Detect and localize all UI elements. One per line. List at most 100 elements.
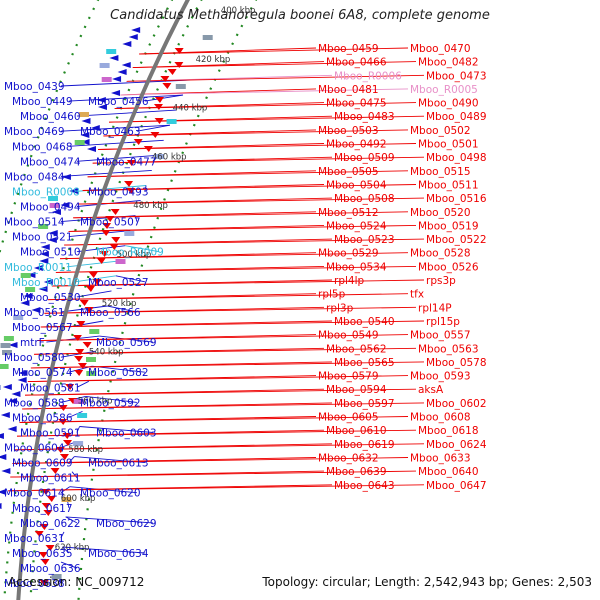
forward-gene-arrow [124, 181, 134, 187]
gene-label: Mboo_0528 [410, 248, 471, 260]
kbp-tick-label: 460 kbp [152, 152, 187, 162]
gene-label: Mboo_0597 [334, 398, 395, 410]
leader-line [60, 350, 96, 358]
leader-line [60, 169, 152, 177]
forward-gene-arrow [74, 356, 84, 362]
feature-block [79, 112, 89, 117]
gene-label: Mboo_0468 [12, 141, 73, 153]
feature-block [20, 273, 31, 278]
leader-line [136, 124, 170, 132]
leader-line [30, 361, 425, 369]
gene-label: Mboo_0578 [426, 357, 487, 369]
reverse-gene-arrow [81, 118, 91, 124]
leader-line [55, 265, 417, 273]
forward-gene-arrow [88, 272, 98, 278]
leader-line [65, 516, 153, 524]
gene-label: Mboo_R0005 [410, 84, 478, 96]
gene-label: Mboo_0567 [12, 322, 73, 334]
kbp-tick-label: 420 kbp [196, 55, 231, 65]
leader-line [79, 426, 153, 433]
leader-line [68, 230, 131, 238]
gene-label: Mboo_0474 [20, 156, 81, 168]
forward-gene-arrow [58, 405, 68, 411]
reverse-gene-arrow [1, 468, 11, 474]
kbp-tick-label: 440 kbp [173, 104, 208, 114]
gene-label: Mboo_0620 [80, 488, 141, 500]
gene-label: Mboo_0618 [418, 425, 479, 437]
leader-line [22, 402, 425, 410]
gene-label: tfx [410, 289, 424, 301]
reverse-gene-arrow [109, 55, 119, 61]
leader-line [68, 410, 83, 418]
leader-line [71, 471, 78, 478]
gene-label: Mboo_0569 [96, 337, 157, 349]
gene-label: Mboo_0524 [326, 220, 387, 232]
gene-label: Mboo_0463 [80, 126, 141, 138]
gene-label: Mboo_0481 [318, 84, 379, 96]
forward-gene-arrow [72, 335, 82, 341]
forward-gene-arrow [143, 146, 153, 152]
gene-label: Mboo_0610 [326, 425, 387, 437]
forward-gene-arrow [85, 286, 95, 292]
forward-gene-arrow [162, 83, 172, 89]
forward-gene-arrow [46, 496, 56, 502]
gene-label: Mboo_0579 [318, 371, 379, 383]
gene-label: Mboo_0512 [318, 207, 379, 219]
reverse-gene-arrow [69, 188, 79, 194]
gene-label: Mboo_0477 [96, 156, 157, 168]
leader-line [37, 334, 409, 342]
forward-gene-arrow [150, 132, 160, 138]
gene-labels: Mboo_0439 Mboo_0449 Mboo_0456 Mboo_0460 Mboo… [4, 43, 487, 590]
gene-label: Mboo_0482 [418, 57, 479, 69]
gene-label: Mboo_0470 [410, 43, 471, 55]
gene-label: Mboo_0521 [12, 232, 73, 244]
forward-gene-arrow [63, 440, 73, 446]
forward-gene-arrow [39, 580, 49, 586]
gene-label: Mboo_0603 [96, 428, 157, 440]
feature-block [73, 441, 84, 446]
gene-label: Mboo_0593 [410, 371, 471, 383]
gene-label: Mboo_0629 [96, 518, 157, 530]
gene-label: Mboo_0647 [426, 480, 487, 492]
reverse-gene-arrow [86, 146, 96, 152]
gene-label: Mboo_0639 [326, 466, 387, 478]
gene-label: Mboo_0469 [4, 126, 65, 138]
leader-line [76, 109, 177, 117]
leader-line [27, 375, 409, 383]
leader-line [24, 388, 417, 396]
gene-label: Mboo_0602 [426, 398, 487, 410]
gene-label: Mboo_0634 [88, 548, 149, 560]
leader-line [120, 88, 409, 96]
leader-line [115, 275, 145, 283]
reverse-gene-arrow [131, 27, 141, 33]
gene-label: Mboo_0530 [20, 292, 81, 304]
gene-label: Mboo_0586 [12, 412, 73, 424]
feature-block [202, 35, 213, 40]
kbp-tick-label: 500 kbp [117, 250, 152, 260]
leader-line [66, 260, 121, 268]
gene-label: Mboo_0622 [20, 518, 81, 530]
feature-block [74, 140, 85, 145]
reverse-gene-arrow [96, 97, 106, 103]
leader-line [60, 531, 65, 539]
leader-line [92, 156, 425, 164]
feature-block [115, 259, 126, 264]
gene-label: Mboo_0519 [418, 220, 479, 232]
feature-block [61, 497, 72, 502]
leader-line [14, 443, 425, 451]
leader-line [62, 546, 70, 554]
gene-label: Mboo_0582 [88, 367, 149, 379]
gene-label: Mboo_R0006 [334, 70, 402, 82]
forward-gene-arrow [38, 552, 48, 558]
reverse-gene-arrow [51, 209, 61, 215]
reverse-gene-arrow [17, 377, 27, 383]
leader-line [108, 115, 425, 123]
forward-gene-arrow [174, 62, 184, 68]
reverse-gene-arrow [40, 244, 50, 250]
gene-label: Mboo_0613 [88, 458, 149, 470]
gene-label: Mboo_0527 [88, 277, 149, 289]
reverse-gene-arrow [8, 398, 18, 404]
feature-block [13, 315, 24, 320]
leader-line [59, 252, 409, 260]
forward-gene-arrow [99, 251, 109, 257]
